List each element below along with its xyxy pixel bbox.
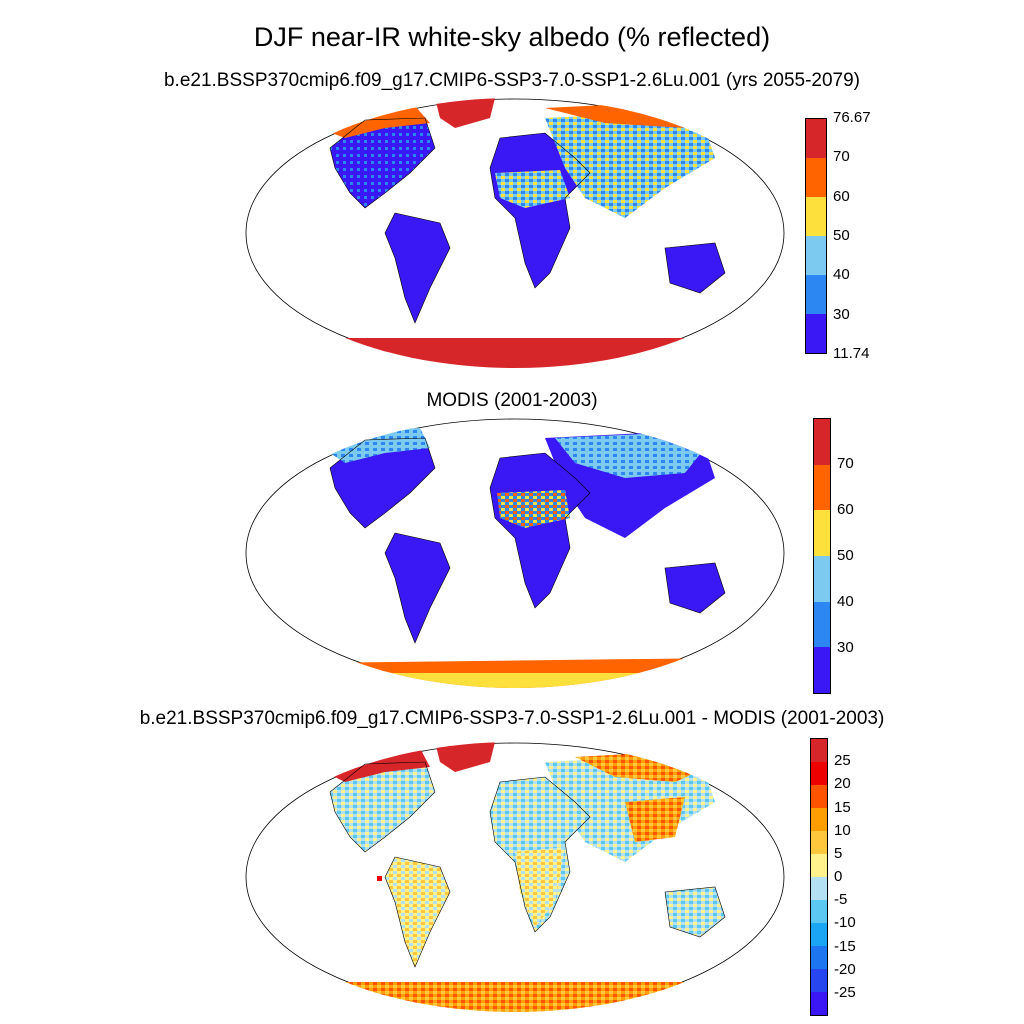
colorbar-segment [811, 785, 827, 808]
figure-title: DJF near-IR white-sky albedo (% reflecte… [253, 22, 771, 52]
colorbar-segment [811, 969, 827, 992]
map-panel-3 [245, 742, 785, 1012]
colorbar-panel-1 [805, 118, 827, 354]
colorbar-tick-label: -15 [834, 937, 856, 955]
colorbar-segment [806, 158, 826, 197]
colorbar-tick-label: 50 [833, 227, 850, 244]
colorbar-tick-label: 60 [833, 187, 850, 205]
colorbar-segment [811, 946, 827, 969]
colorbar-segment [806, 314, 826, 353]
map-panel-2 [245, 418, 785, 688]
colorbar-segment [814, 601, 830, 648]
colorbar-segment [806, 119, 826, 158]
colorbar-segment [814, 419, 830, 465]
colorbar-tick-label: -25 [834, 983, 856, 1001]
coastlines [329, 761, 726, 968]
colorbar-segment [814, 510, 830, 557]
isolated-cell [377, 876, 382, 881]
colorbar-segment [811, 854, 827, 877]
colorbar-tick-label: -10 [834, 914, 856, 932]
colorbar-tick-label: 70 [837, 455, 854, 472]
colorbar-segment [806, 236, 826, 275]
colorbar-segment [814, 647, 830, 694]
colorbar-segment [811, 877, 827, 900]
colorbar-tick-label: 5 [834, 844, 843, 862]
colorbar-tick-label: 40 [837, 593, 854, 610]
colorbar-tick-label: 10 [834, 821, 851, 839]
colorbar-tick-label: 50 [837, 547, 854, 564]
land-cells [275, 742, 765, 1012]
panel-1-title: b.e21.BSSP370cmip6.f09_g17.CMIP6-SSP3-7.… [163, 70, 861, 91]
colorbar-segment [811, 900, 827, 923]
colorbar-tick-label: 15 [834, 798, 851, 816]
colorbar-segment [811, 992, 827, 1015]
colorbar-tick-label: 0 [834, 868, 843, 885]
colorbar-tick-label: 60 [837, 501, 854, 518]
colorbar-segment [811, 808, 827, 831]
colorbar-tick-label: 30 [837, 639, 854, 656]
colorbar-segment [806, 197, 826, 236]
colorbar-tick-label: 11.74 [833, 345, 870, 362]
colorbar-tick-label: 40 [833, 266, 850, 284]
colorbar-segment [811, 923, 827, 946]
colorbar-tick-label: -20 [834, 960, 856, 978]
colorbar-segment [814, 556, 830, 602]
colorbar-tick-label: 30 [833, 305, 850, 323]
colorbar-segment [814, 464, 830, 511]
coastlines [329, 117, 726, 324]
colorbar-segment [811, 739, 827, 762]
coastlines [329, 437, 726, 644]
colorbar-tick-label: -5 [834, 891, 848, 909]
colorbar-segment [811, 831, 827, 854]
map-panel-1 [245, 98, 785, 368]
colorbar-tick-label: 70 [833, 148, 850, 166]
colorbar-tick-label: 76.67 [833, 109, 871, 126]
colorbar-segment [811, 762, 827, 785]
panel-2-title: MODIS (2001-2003) [426, 390, 598, 411]
panel-3-title: b.e21.BSSP370cmip6.f09_g17.CMIP6-SSP3-7.… [139, 708, 885, 729]
colorbar-panel-2 [813, 418, 831, 694]
colorbar-segment [806, 275, 826, 314]
colorbar-tick-label: 25 [834, 752, 851, 770]
colorbar-tick-label: 20 [834, 775, 851, 793]
colorbar-panel-3 [810, 738, 828, 1016]
